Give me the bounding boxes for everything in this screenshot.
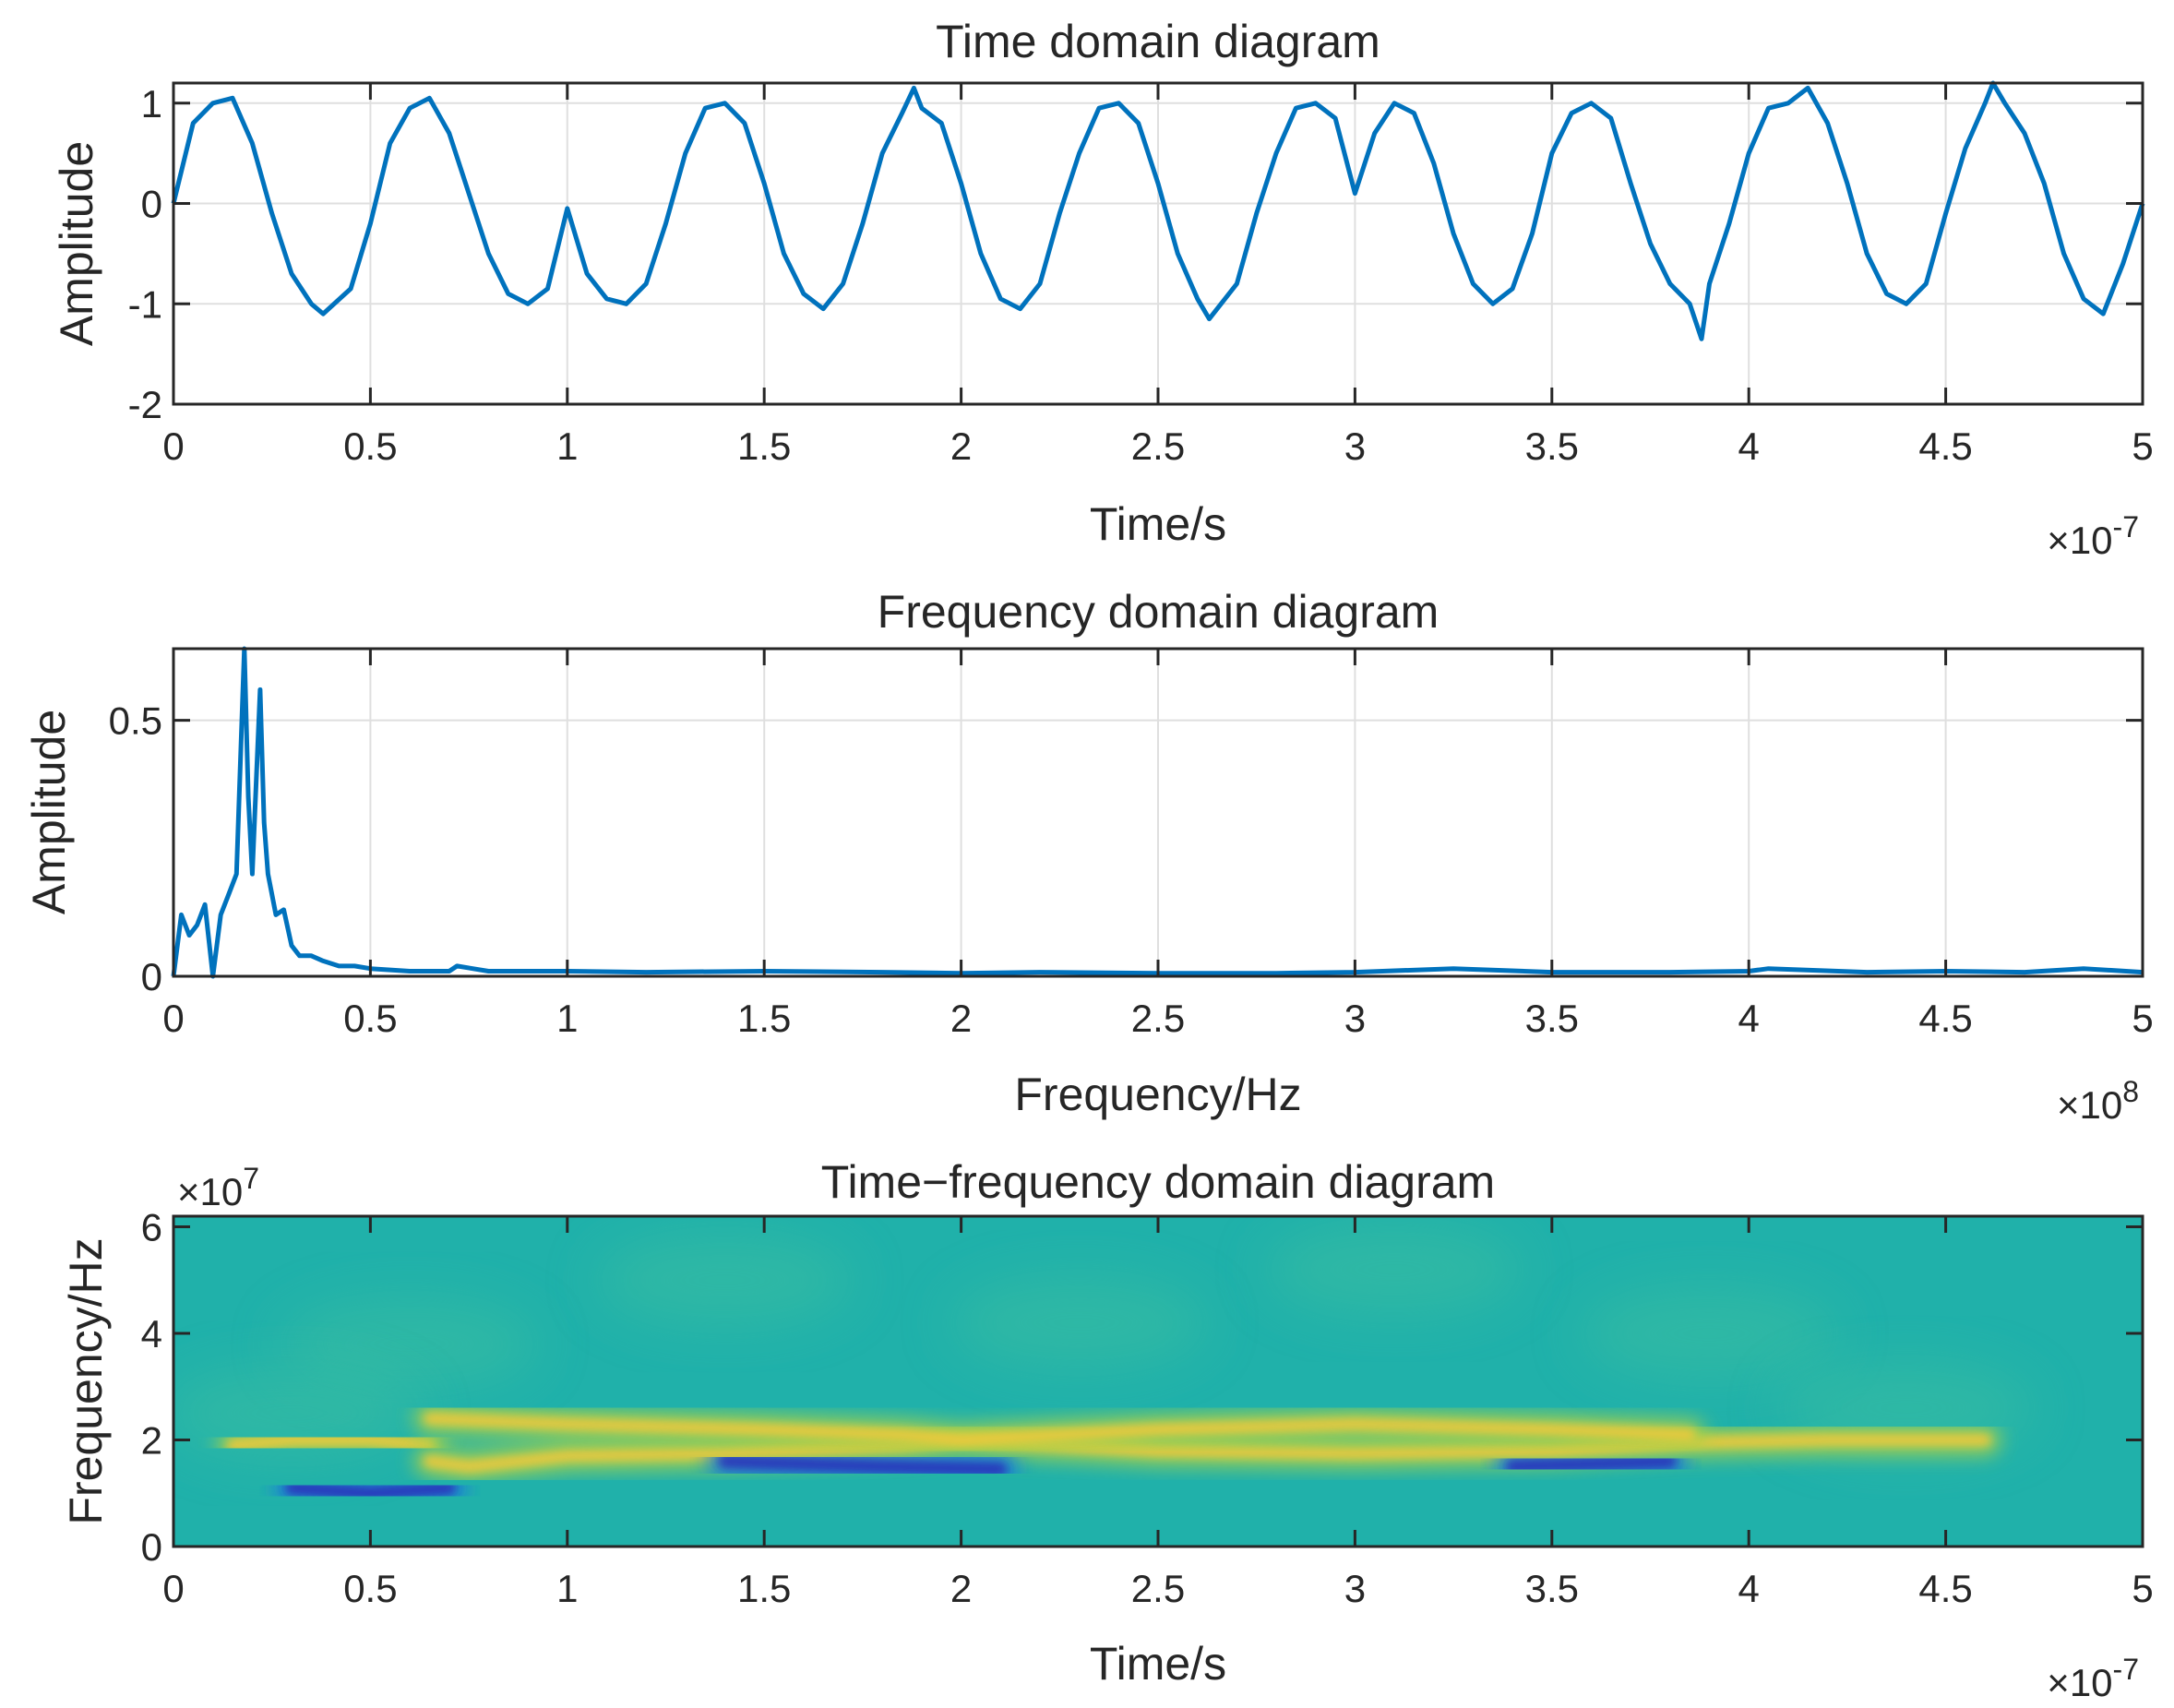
y-multiplier-base: ×10 (177, 1170, 243, 1213)
x-tick-label: 2.5 (1131, 997, 1185, 1040)
x-tick-label: 0.5 (343, 997, 397, 1040)
x-axis-multiplier: ×108 (2057, 1075, 2139, 1127)
x-tick-label: 1 (556, 1567, 578, 1610)
chart-title: Frequency domain diagram (878, 586, 1439, 638)
x-axis-label: Frequency/Hz (1014, 1069, 1301, 1120)
heatmap-ambient (595, 1234, 854, 1327)
x-multiplier-exponent: 8 (2122, 1075, 2139, 1108)
series-line (171, 80, 2145, 341)
x-tick-label: 2 (950, 424, 972, 468)
x-tick-label: 4.5 (1918, 424, 1972, 468)
ticks: 0 0.5 1 1.5 2 2.5 3 3.5 4 4.5 5 -2 -1 0 1 (128, 82, 2154, 468)
x-tick-label: 2 (950, 1567, 972, 1610)
x-multiplier-base: ×10 (2047, 519, 2112, 562)
y-tick-label: 4 (141, 1312, 162, 1356)
y-axis-label: Frequency/Hz (60, 1237, 112, 1524)
series-line (171, 646, 2144, 979)
chart-title: Time domain diagram (936, 16, 1380, 67)
x-tick-label: 3.5 (1525, 997, 1579, 1040)
x-tick-label: 4.5 (1918, 1567, 1972, 1610)
time-frequency-panel: 0 0.5 1 1.5 2 2.5 3 3.5 4 4.5 5 0 2 4 6 Time−frequency… (60, 1156, 2154, 1704)
x-tick-label: 3.5 (1525, 424, 1579, 468)
x-tick-label: 0.5 (343, 1567, 397, 1610)
y-multiplier-exponent: 7 (243, 1162, 259, 1195)
x-tick-label: 4 (1738, 997, 1760, 1040)
x-multiplier-base: ×10 (2047, 1661, 2112, 1704)
x-axis-multiplier: ×10-7 (2047, 1653, 2139, 1704)
x-tick-label: 1 (556, 997, 578, 1040)
y-axis-multiplier: ×107 (177, 1162, 259, 1213)
heatmap-trough (718, 1454, 1008, 1476)
x-tick-label: 4 (1738, 424, 1760, 468)
x-tick-label: 3 (1344, 1567, 1366, 1610)
x-tick-label: 5 (2132, 1567, 2153, 1610)
x-multiplier-exponent: -7 (2113, 1653, 2139, 1686)
heatmap-features (173, 1223, 2036, 1512)
x-tick-label: 2.5 (1131, 424, 1185, 468)
y-tick-label: 0 (141, 183, 162, 226)
y-axis-label: Amplitude (51, 141, 102, 346)
x-multiplier-base: ×10 (2057, 1083, 2122, 1127)
x-tick-label: 4.5 (1918, 997, 1972, 1040)
time-domain-panel: 0 0.5 1 1.5 2 2.5 3 3.5 4 4.5 5 -2 -1 0 1 Time domain … (51, 16, 2154, 562)
y-tick-label: 0 (141, 955, 162, 998)
x-tick-label: 0 (162, 424, 184, 468)
heatmap-ridge (227, 1434, 436, 1451)
ticks: 0 0.5 1 1.5 2 2.5 3 3.5 4 4.5 5 0 2 4 6 (141, 1206, 2154, 1610)
heatmap-ambient (1265, 1223, 1524, 1316)
frequency-domain-panel: 0 0.5 1 1.5 2 2.5 3 3.5 4 4.5 5 0 0.5 Frequency doma… (23, 586, 2154, 1127)
y-tick-label: 6 (141, 1206, 162, 1249)
y-tick-label: 1 (141, 82, 162, 125)
x-tick-label: 5 (2132, 424, 2153, 468)
heatmap-ambient (950, 1276, 1209, 1369)
x-tick-label: 1.5 (737, 424, 791, 468)
grid (173, 649, 2143, 976)
x-axis-label: Time/s (1090, 498, 1226, 550)
x-tick-label: 3.5 (1525, 1567, 1579, 1610)
x-tick-label: 0.5 (343, 424, 397, 468)
x-tick-label: 3 (1344, 424, 1366, 468)
x-tick-label: 1.5 (737, 997, 791, 1040)
ticks: 0 0.5 1 1.5 2 2.5 3 3.5 4 4.5 5 0 0.5 (109, 649, 2154, 1040)
x-tick-label: 0 (162, 1567, 184, 1610)
heatmap-ambient (1580, 1287, 1839, 1380)
x-axis-label: Time/s (1090, 1638, 1226, 1690)
x-tick-label: 5 (2132, 997, 2153, 1040)
x-tick-label: 0 (162, 997, 184, 1040)
x-axis-multiplier: ×10-7 (2047, 510, 2139, 562)
y-axis-label: Amplitude (23, 710, 75, 914)
x-tick-label: 1 (556, 424, 578, 468)
x-tick-label: 3 (1344, 997, 1366, 1040)
y-tick-label: -1 (128, 282, 162, 326)
heatmap-trough (1506, 1454, 1677, 1474)
x-tick-label: 2.5 (1131, 1567, 1185, 1610)
y-tick-label: 0.5 (109, 699, 162, 743)
heatmap-ambient (281, 1297, 540, 1391)
chart-title: Time−frequency domain diagram (821, 1156, 1495, 1208)
x-tick-label: 4 (1738, 1567, 1760, 1610)
x-tick-label: 1.5 (737, 1567, 791, 1610)
x-tick-label: 2 (950, 997, 972, 1040)
heatmap (173, 1216, 2143, 1547)
y-tick-label: 0 (141, 1525, 162, 1569)
y-tick-label: -2 (128, 383, 162, 426)
x-multiplier-exponent: -7 (2113, 510, 2139, 543)
heatmap-trough (285, 1481, 456, 1500)
y-tick-label: 2 (141, 1419, 162, 1463)
